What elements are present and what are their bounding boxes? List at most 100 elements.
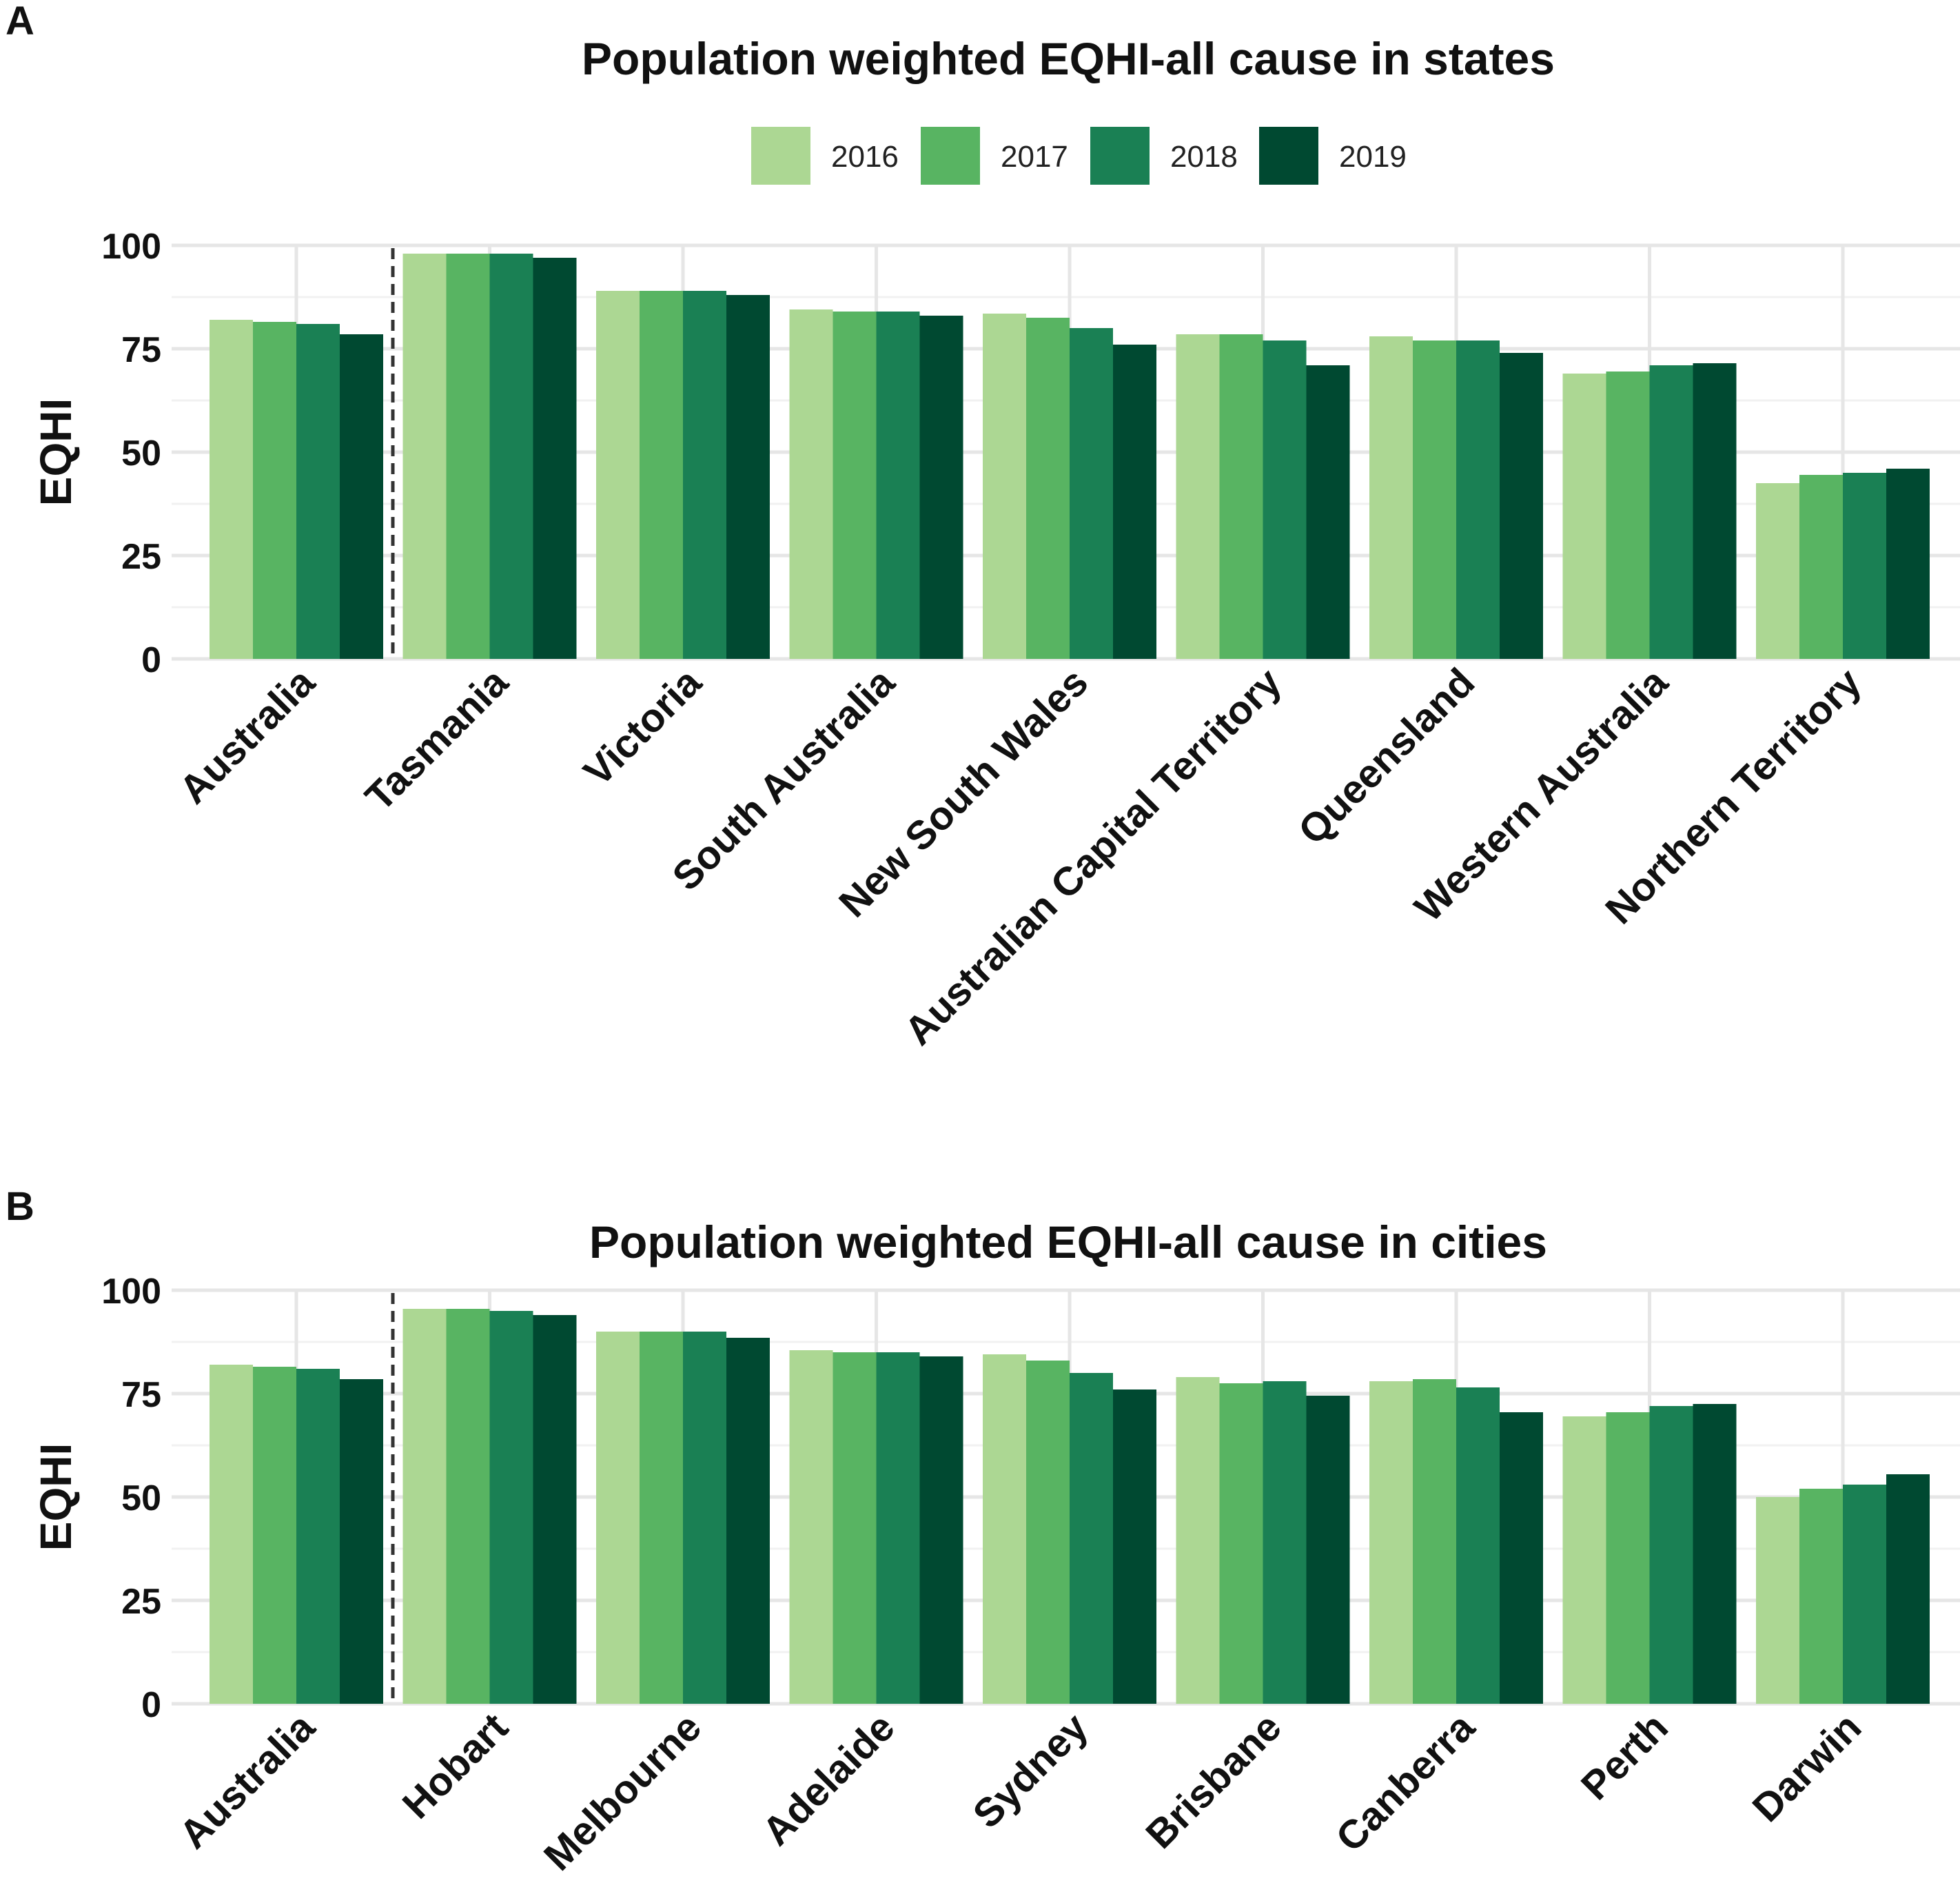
panel-label-a: A: [6, 0, 34, 43]
y-tick-label: 100: [101, 1272, 161, 1312]
y-axis-label: EQHI: [31, 398, 81, 506]
legend-label-2016: 2016: [831, 140, 899, 174]
legend-label-2018: 2018: [1170, 140, 1238, 174]
bar-darwin-2017: [1799, 1489, 1843, 1704]
y-tick-label: 75: [121, 1375, 161, 1415]
bar-canberra-2019: [1500, 1412, 1543, 1704]
x-tick-label-darwin: Darwin: [1744, 1704, 1870, 1831]
legend-swatch-2017: [921, 127, 980, 185]
bar-northern-territory-2018: [1843, 473, 1886, 659]
bar-australian-capital-territory-2016: [1176, 334, 1220, 659]
bar-adelaide-2019: [919, 1356, 963, 1704]
bar-darwin-2019: [1886, 1474, 1930, 1704]
bar-sydney-2017: [1026, 1361, 1070, 1704]
bar-victoria-2019: [726, 295, 770, 659]
bar-adelaide-2018: [876, 1352, 920, 1704]
bar-australia-2016: [210, 320, 253, 659]
chart-title-states: Population weighted EQHI-all cause in st…: [582, 33, 1555, 84]
bar-australian-capital-territory-2018: [1263, 340, 1307, 659]
bar-hobart-2018: [489, 1311, 533, 1704]
plot-area-cities: 0 25 50 75 100 EQHI Australia Hobart Melbourne Ad…: [31, 1272, 1960, 1880]
bar-new-south-wales-2019: [1113, 345, 1156, 659]
bar-perth-2019: [1693, 1404, 1737, 1704]
bar-sydney-2018: [1070, 1373, 1113, 1704]
bar-melbourne-2017: [640, 1332, 683, 1704]
bar-australia-2016: [210, 1365, 253, 1704]
bar-northern-territory-2017: [1799, 475, 1843, 659]
y-tick-label: 0: [141, 1685, 161, 1725]
bar-perth-2018: [1649, 1406, 1693, 1704]
bar-perth-2016: [1562, 1416, 1606, 1704]
bar-south-australia-2019: [919, 316, 963, 659]
bar-victoria-2017: [640, 291, 683, 659]
bar-australian-capital-territory-2017: [1219, 334, 1263, 659]
x-tick-label-tasmania: Tasmania: [357, 660, 518, 820]
bar-brisbane-2016: [1176, 1377, 1220, 1704]
bar-new-south-wales-2016: [983, 314, 1026, 659]
y-tick-label: 50: [121, 434, 161, 474]
bar-sydney-2016: [983, 1354, 1026, 1704]
bar-queensland-2017: [1413, 340, 1456, 659]
bar-northern-territory-2019: [1886, 469, 1930, 659]
bar-brisbane-2018: [1263, 1381, 1307, 1704]
legend-label-2019: 2019: [1339, 140, 1407, 174]
bar-brisbane-2019: [1306, 1396, 1350, 1704]
legend-label-2017: 2017: [1001, 140, 1068, 174]
x-tick-label-victoria: Victoria: [575, 660, 711, 795]
bar-melbourne-2019: [726, 1338, 770, 1704]
bar-tasmania-2019: [533, 258, 577, 659]
bar-brisbane-2017: [1219, 1383, 1263, 1704]
x-tick-label-hobart: Hobart: [394, 1704, 517, 1827]
x-tick-label-australia: Australia: [171, 660, 324, 813]
bar-queensland-2016: [1369, 336, 1413, 659]
bar-south-australia-2016: [789, 309, 833, 659]
bar-tasmania-2017: [446, 254, 490, 659]
bar-canberra-2016: [1369, 1381, 1413, 1704]
bar-sydney-2019: [1113, 1389, 1156, 1704]
y-tick-label: 75: [121, 330, 161, 370]
panel-a: A Population weighted EQHI-all cause in …: [6, 0, 1960, 1054]
bar-darwin-2016: [1756, 1497, 1799, 1704]
bar-australia-2019: [340, 1379, 383, 1704]
bar-south-australia-2017: [833, 312, 877, 659]
bar-adelaide-2016: [789, 1350, 833, 1704]
chart-title-cities: Population weighted EQHI-all cause in ci…: [589, 1216, 1547, 1267]
bar-victoria-2016: [596, 291, 640, 659]
bar-queensland-2018: [1456, 340, 1500, 659]
y-tick-label: 0: [141, 640, 161, 680]
legend: 2016 2017 2018 2019: [751, 127, 1407, 185]
bar-hobart-2017: [446, 1309, 490, 1704]
bar-south-australia-2018: [876, 312, 920, 659]
x-tick-label-sydney: Sydney: [964, 1704, 1096, 1837]
bar-canberra-2017: [1413, 1379, 1456, 1704]
bar-western-australia-2018: [1649, 365, 1693, 659]
bar-western-australia-2016: [1562, 374, 1606, 659]
bar-western-australia-2019: [1693, 363, 1737, 659]
bar-melbourne-2018: [683, 1332, 726, 1704]
x-tick-label-brisbane: Brisbane: [1137, 1704, 1289, 1857]
y-tick-label: 25: [121, 537, 161, 577]
x-tick-label-perth: Perth: [1573, 1704, 1677, 1809]
bar-perth-2017: [1606, 1412, 1650, 1704]
bar-australia-2019: [340, 334, 383, 659]
legend-swatch-2019: [1259, 127, 1318, 185]
bar-adelaide-2017: [833, 1352, 877, 1704]
bar-australian-capital-territory-2019: [1306, 365, 1350, 659]
x-tick-label-melbourne: Melbourne: [535, 1704, 710, 1879]
y-tick-label: 100: [101, 227, 161, 267]
y-tick-label: 50: [121, 1478, 161, 1518]
x-tick-label-queensland: Queensland: [1289, 660, 1483, 853]
y-tick-label: 25: [121, 1582, 161, 1622]
panel-b: B Population weighted EQHI-all cause in …: [6, 1184, 1960, 1880]
x-tick-label-australian-capital-territory: Australian Capital Territory: [896, 660, 1290, 1054]
bar-australia-2018: [296, 1369, 340, 1704]
legend-swatch-2018: [1090, 127, 1150, 185]
bar-victoria-2018: [683, 291, 726, 659]
legend-swatch-2016: [751, 127, 810, 185]
bar-melbourne-2016: [596, 1332, 640, 1704]
x-tick-label-australia: Australia: [171, 1704, 324, 1857]
bar-queensland-2019: [1500, 353, 1543, 659]
bar-hobart-2016: [402, 1309, 447, 1704]
